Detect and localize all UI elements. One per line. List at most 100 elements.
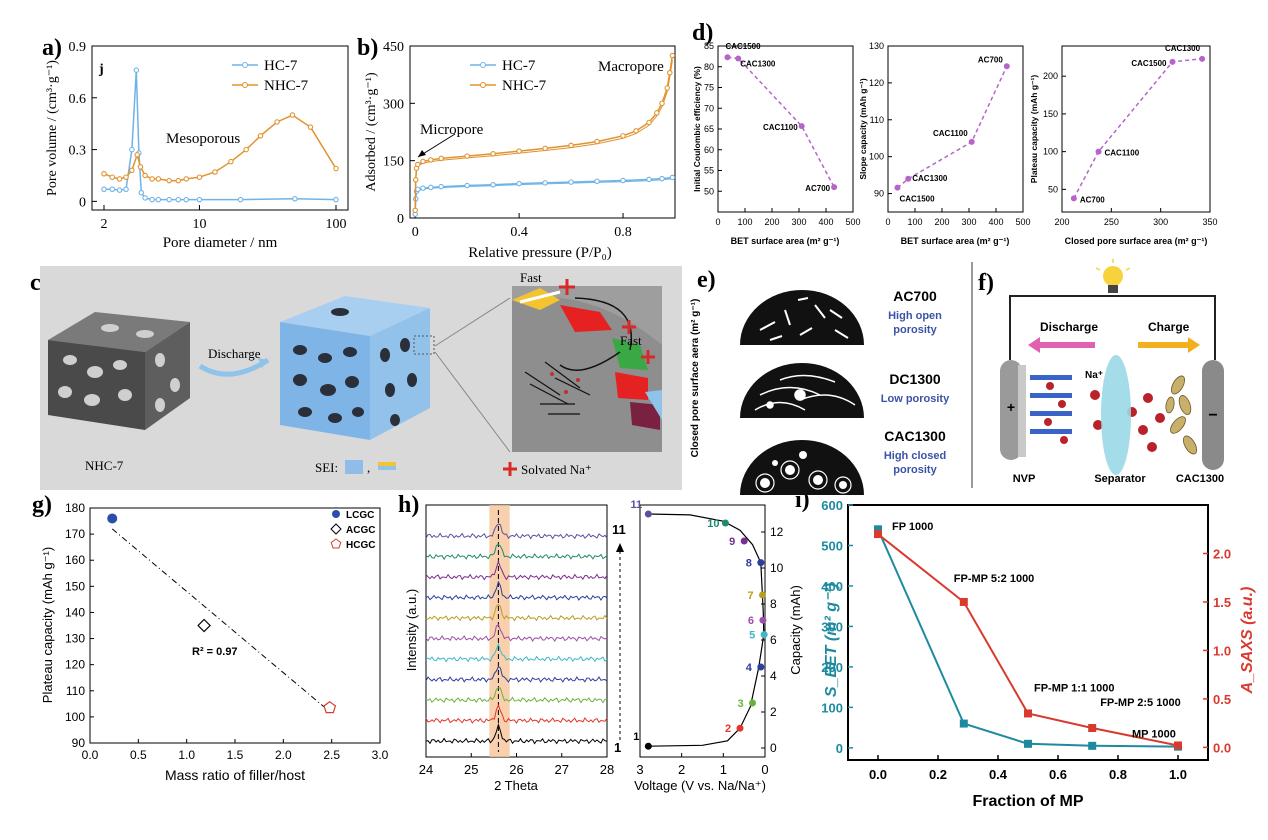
panel-a-point [183,176,189,182]
panel-h2-xlabel: Voltage (V vs. Na/Na⁺) [634,778,766,793]
panel-g-legend-marker [330,538,342,549]
panel-a-ytick-label: 0 [79,195,86,210]
panel-h1-xtick-label: 24 [419,762,433,777]
panel-e-name-cac1300: CAC1300 [884,428,946,444]
panel-d-point-label: CAC1300 [740,59,776,68]
panel-d-xtick-label: 400 [818,217,833,227]
solvated-na-legend-icon [503,462,517,476]
panel-h2-xtick-label: 3 [636,762,643,777]
panel-h2-ylabel: Capacity (mAh) [788,585,803,675]
panel-b-point [415,161,421,168]
panel-a-ytick-label: 0.9 [69,40,87,55]
panel-g-xtick-label: 2.5 [323,748,340,762]
panel-label-b: b) [357,35,378,61]
panel-d-point-label: AC700 [1080,195,1105,204]
panel-a-ytick-label: 0.3 [69,144,87,159]
panel-c-schematic: Discharge [40,266,682,490]
panel-i-point-sbet [1088,741,1097,750]
panel-a-point [134,152,140,158]
panel-b-ytick-label: 0 [397,212,404,227]
panel-d-xtick-label: 200 [1054,217,1069,227]
panel-h1-trace [425,722,608,745]
panel-a-point [109,174,116,180]
panel-i-point-label: FP-MP 1:1 1000 [1034,682,1115,694]
panel-d1-xlabel: BET surface area (m² g⁻¹) [731,236,840,246]
panel-h2-ytick-label: 6 [770,633,777,647]
panel-i-point-sbet [1024,739,1032,748]
panel-e-desc-cac1300-1: High closed [884,450,946,462]
panel-h1-xlabel: 2 Theta [494,778,539,793]
panel-i-ytick-label-left: 500 [821,538,843,553]
panel-b-point [428,157,434,163]
panel-i-point-label: MP 1000 [1132,728,1176,740]
panel-b-ytick-label: 300 [383,97,404,112]
panel-g-chart: R² = 0.97 Mass ratio of filler/host Plat… [40,501,389,783]
panel-g-r2: R² = 0.97 [192,646,238,658]
panel-g-ytick-label: 100 [65,710,85,724]
zoom-line-top [434,297,511,347]
panel-d-ytick-label: 110 [870,115,884,125]
panel-h2-point [749,699,756,707]
panel-b-ytick-label: 150 [383,155,404,170]
panel-d-ytick-label: 90 [874,189,884,199]
panel-h1-label-top: 11 [612,522,626,537]
panel-h1-xtick-label: 27 [555,762,569,777]
panel-h1-trace [425,580,608,602]
panel-h2-point [644,510,652,518]
panel-d-point-label: AC700 [805,184,830,193]
panel-h1-trace [425,642,608,663]
panel-i-ylabel-left: S_BET (m² g⁻¹) [823,583,840,697]
panel-a-legend-marker [242,82,248,88]
panel-d-ytick-label: 150 [1043,109,1058,119]
panel-h1-trace [425,623,608,643]
ac700-semicircle [740,290,864,345]
panel-e-name-ac700: AC700 [893,288,937,304]
panel-d-ytick-label: 75 [704,83,714,93]
panel-h2-xtick-label: 1 [720,762,727,777]
panel-a-point [183,196,189,203]
panel-i-ytick-label-left: 600 [821,498,843,513]
panel-d-point [724,54,731,61]
panel-b-point [620,133,626,139]
panel-b-legend-label: NHC-7 [502,78,547,94]
sei-swatch-blue [345,460,363,474]
panel-i-point-asaxs [874,530,882,539]
panel-i-ytick-label-left: 0 [836,741,843,756]
panel-b-annotation-macropore: Macropore [598,59,664,75]
panel-d-point [1095,148,1102,155]
panel-h2-curve [648,513,765,747]
panel-h2-point-label: 7 [747,590,753,602]
panel-h2-chart: Voltage (V vs. Na/Na⁺) Capacity (mAh) 3 2… [631,499,803,793]
panel-b-point [516,180,522,187]
panel-a-point [149,176,155,182]
panel-d-point [905,175,912,182]
panel-d-point-label: CAC1100 [763,123,798,132]
panel-d3-xlabel: Closed pore surface area (m² g⁻¹) [1065,236,1208,246]
panel-h1-trace [425,687,608,704]
panel-h1-trace [425,665,608,683]
panel-a-point [116,176,123,182]
panel-d-ytick-label: 85 [704,41,714,51]
panel-d3-frame [1061,45,1211,213]
panel-d2-chart: BET surface area (m² g⁻¹) Slope capacity… [858,41,1031,246]
nvp-layers [1030,375,1072,434]
panel-d-ytick-label: 65 [704,124,714,134]
panel-d-point-label: CAC1500 [725,42,761,51]
panel-d-dashed-line [727,56,835,188]
panel-i-chart: Fraction of MP S_BET (m² g⁻¹) A_SAXS (a.… [821,498,1256,810]
panel-c-fast-label-1: Fast [520,270,542,285]
panel-h2-point-label: 1 [633,731,639,743]
panel-d-ytick-label: 100 [869,152,884,162]
panel-h2-ytick-label: 0 [770,741,777,755]
cac1300-particles [1165,375,1198,455]
panel-g-ylabel: Plateau capacity (mAh g⁻¹) [40,547,55,703]
panel-d-xtick-label: 250 [1104,217,1119,227]
panel-a-point [196,174,203,180]
panel-i-point-label: FP 1000 [892,521,933,533]
panel-a-point [333,165,339,172]
panel-a-point [166,196,172,203]
panel-g-xtick-label: 2.0 [275,748,292,762]
panel-d-dashed-line [1073,58,1203,199]
panel-b-point [669,174,676,181]
